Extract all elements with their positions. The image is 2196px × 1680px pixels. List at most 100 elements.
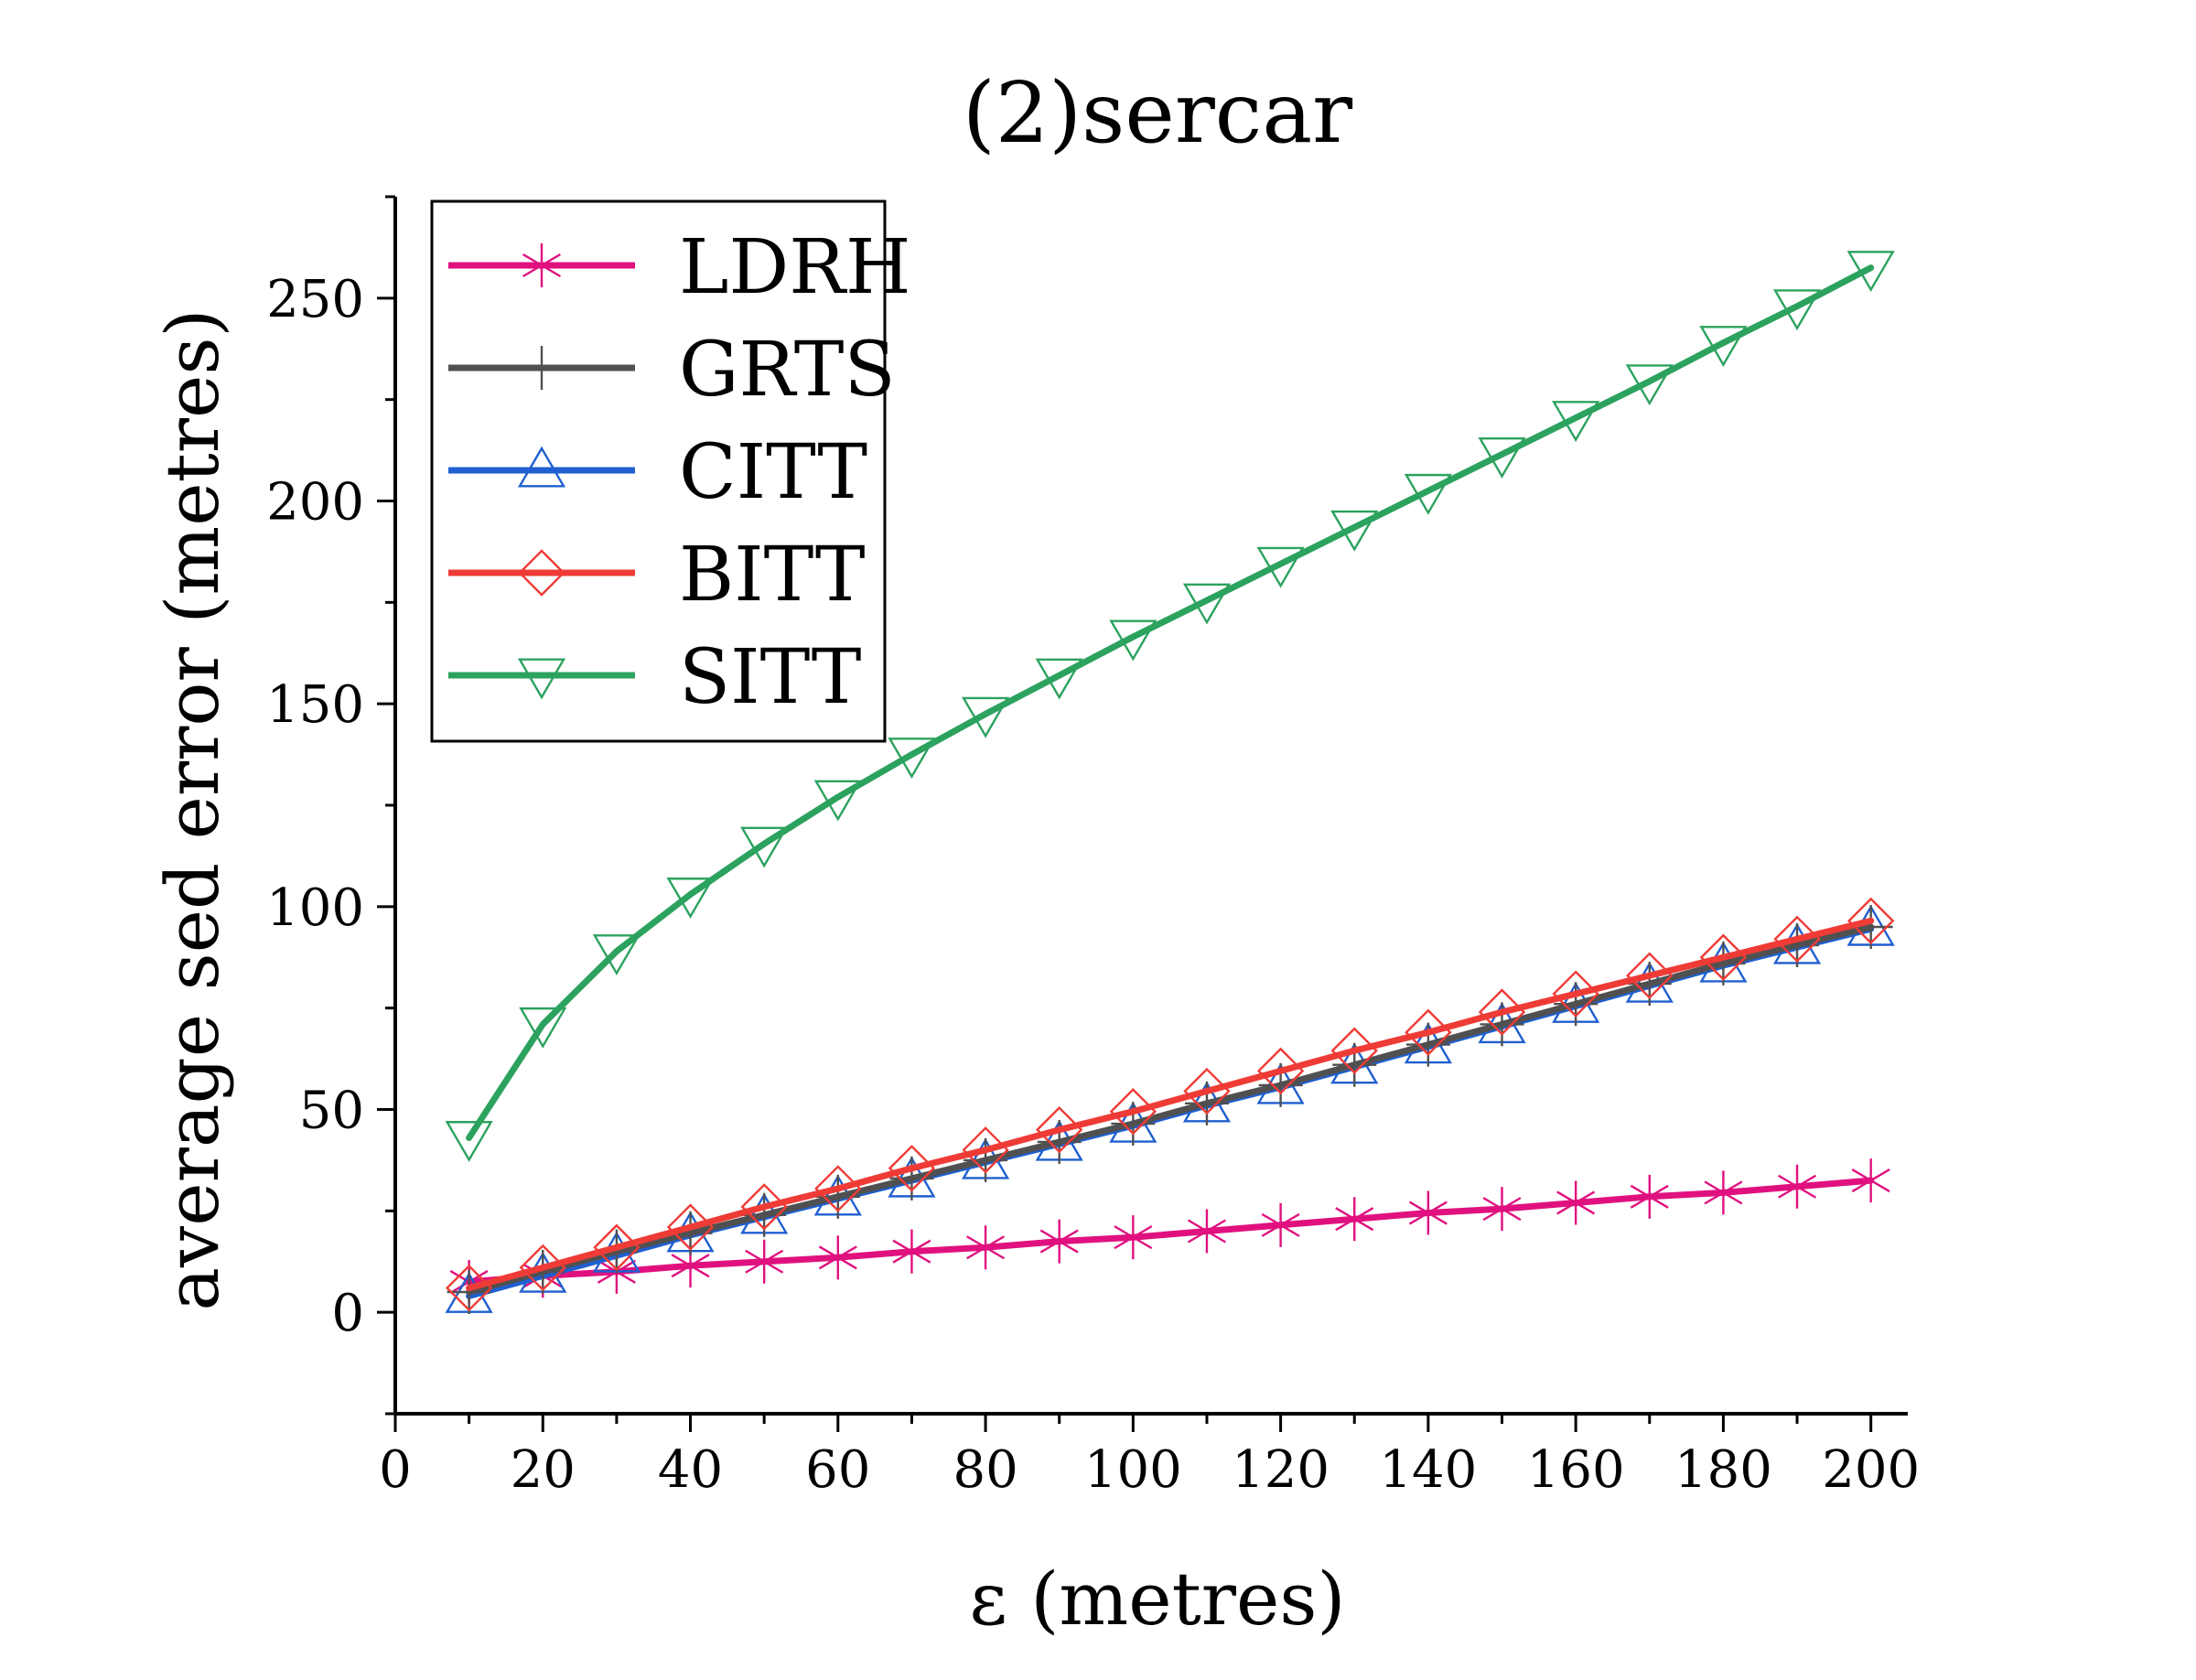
- legend: LDRH GRTS CITT BITT SITT: [430, 199, 910, 743]
- data-point-ldrh: [892, 1229, 931, 1274]
- data-point-ldrh: [1114, 1215, 1153, 1260]
- data-point-bitt: [1552, 970, 1599, 1018]
- data-point-sitt: [813, 780, 862, 822]
- legend-entry-bitt: BITT: [448, 532, 866, 619]
- data-point-bitt: [1109, 1088, 1157, 1136]
- data-point-bitt: [1330, 1027, 1378, 1074]
- data-point-ldrh: [1630, 1174, 1669, 1219]
- legend-label-grts: GRTS: [679, 327, 896, 414]
- data-point-ldrh: [966, 1225, 1006, 1270]
- y-axis: 0 50 100 150 200 250: [266, 195, 397, 1416]
- data-point-bitt: [1405, 1008, 1452, 1056]
- legend-label-citt: CITT: [679, 429, 867, 516]
- data-point-sitt: [1256, 546, 1305, 588]
- x-tick-label: 160: [1527, 1440, 1625, 1500]
- x-tick-label: 200: [1822, 1440, 1920, 1500]
- legend-label-sitt: SITT: [679, 634, 861, 721]
- x-tick-label: 180: [1674, 1440, 1772, 1500]
- data-point-sitt: [1182, 583, 1232, 625]
- series-line-bitt: [466, 917, 1875, 1292]
- series-line-grts: [466, 923, 1875, 1296]
- y-axis-label: average sed error (metres): [150, 308, 235, 1310]
- series-line-ldrh: [466, 1177, 1875, 1286]
- y-tick-label: 0: [331, 1284, 364, 1343]
- series-line-sitt: [466, 264, 1875, 1141]
- data-point-bitt: [1478, 988, 1526, 1036]
- data-point-sitt: [1330, 510, 1379, 552]
- legend-marker-citt: [517, 446, 566, 488]
- data-point-sitt: [888, 738, 936, 779]
- y-tick-label: 50: [299, 1082, 364, 1141]
- data-point-bitt: [1626, 952, 1674, 999]
- x-tick-label: 100: [1084, 1440, 1182, 1500]
- data-point-ldrh: [1704, 1170, 1743, 1215]
- data-point-sitt: [592, 934, 640, 975]
- data-point-sitt: [1846, 251, 1895, 292]
- legend-entry-grts: GRTS: [448, 327, 896, 414]
- data-point-bitt: [740, 1183, 788, 1231]
- data-point-grts: [963, 1137, 1008, 1182]
- data-point-bitt: [1256, 1047, 1305, 1095]
- data-point-sitt: [740, 826, 789, 868]
- data-point-ldrh: [1039, 1219, 1079, 1264]
- data-point-ldrh: [745, 1239, 784, 1284]
- data-point-sitt: [445, 1121, 493, 1162]
- data-point-sitt: [1699, 326, 1748, 367]
- data-point-bitt: [445, 1264, 493, 1312]
- series-bitt: [445, 897, 1895, 1312]
- legend-label-bitt: BITT: [679, 532, 866, 619]
- data-point-grts: [889, 1156, 934, 1201]
- data-point-sitt: [1109, 619, 1157, 662]
- legend-marker-sitt: [517, 658, 566, 700]
- data-point-sitt: [1625, 364, 1674, 406]
- data-point-grts: [1554, 982, 1599, 1027]
- data-point-bitt: [666, 1203, 715, 1251]
- data-point-sitt: [519, 1007, 567, 1049]
- data-point-ldrh: [1482, 1187, 1522, 1232]
- data-point-sitt: [1772, 289, 1822, 331]
- data-point-ldrh: [1187, 1209, 1226, 1254]
- data-point-bitt: [1699, 933, 1748, 981]
- data-point-sitt: [666, 878, 715, 919]
- legend-entry-ldrh: LDRH: [448, 224, 910, 311]
- data-point-ldrh: [1556, 1180, 1596, 1225]
- data-point-bitt: [1183, 1067, 1231, 1115]
- legend-marker-ldrh: [522, 243, 562, 287]
- data-point-ldrh: [818, 1235, 857, 1280]
- data-point-grts: [447, 1270, 491, 1314]
- data-point-sitt: [1404, 473, 1452, 515]
- x-axis: 0 20 40 60 80 100 120 140 160 180 200: [379, 1412, 1920, 1500]
- data-point-bitt: [888, 1145, 936, 1192]
- x-tick-label: 120: [1232, 1440, 1329, 1500]
- data-point-ldrh: [1335, 1197, 1374, 1242]
- legend-marker-bitt: [518, 549, 565, 597]
- x-tick-label: 40: [658, 1440, 723, 1500]
- x-tick-label: 0: [379, 1440, 412, 1500]
- plot-area: [445, 251, 1895, 1314]
- data-point-bitt: [593, 1223, 640, 1271]
- data-point-sitt: [961, 696, 1010, 738]
- data-point-bitt: [519, 1244, 566, 1292]
- data-point-bitt: [1846, 897, 1895, 945]
- x-axis-label: ε (metres): [969, 1556, 1345, 1642]
- legend-marker-grts: [520, 346, 564, 390]
- data-point-ldrh: [1778, 1164, 1817, 1209]
- x-tick-label: 80: [953, 1440, 1017, 1500]
- y-tick-label: 250: [266, 270, 364, 329]
- legend-label-ldrh: LDRH: [679, 224, 910, 311]
- x-tick-label: 20: [511, 1440, 576, 1500]
- y-tick-label: 100: [266, 878, 364, 938]
- data-point-bitt: [1036, 1105, 1083, 1154]
- series-ldrh: [449, 1158, 1890, 1304]
- series-sitt: [445, 251, 1895, 1162]
- chart-title: (2)sercar: [963, 64, 1352, 162]
- data-point-bitt: [1773, 915, 1821, 963]
- data-point-bitt: [962, 1126, 1009, 1174]
- legend-entry-sitt: SITT: [448, 634, 861, 721]
- legend-entry-citt: CITT: [448, 429, 867, 516]
- data-point-bitt: [814, 1165, 862, 1212]
- x-tick-label: 60: [805, 1440, 870, 1500]
- data-point-ldrh: [1851, 1158, 1890, 1203]
- data-point-ldrh: [1408, 1190, 1448, 1235]
